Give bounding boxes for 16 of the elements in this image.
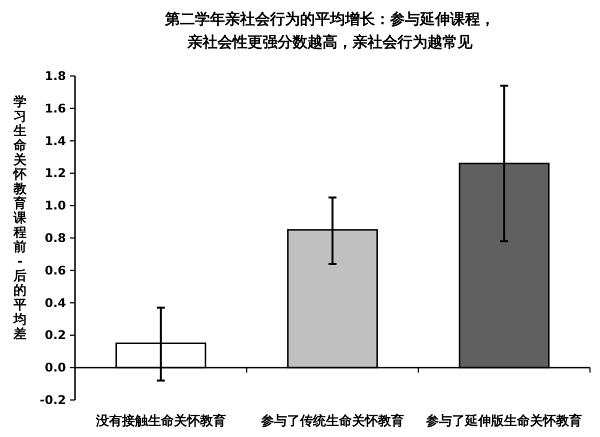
- x-tick-label: 参与了传统生命关怀教育: [260, 413, 404, 429]
- y-tick-label: 1.8: [44, 69, 66, 83]
- y-tick-label: -0.2: [40, 393, 66, 407]
- y-tick-label: 1.4: [44, 134, 66, 148]
- y-tick-label: 0.4: [44, 296, 66, 310]
- y-tick-label: 0.0: [44, 360, 66, 375]
- text: 学习生命关怀教育课程前 - 后的平均差: [14, 95, 26, 342]
- y-tick-label: 1.2: [44, 166, 66, 180]
- y-tick-label: 0.8: [44, 231, 66, 245]
- chart-title: 第二学年亲社会行为的平均增长：参与延伸课程，亲社会性更强分数越高，亲社会行为越常见: [164, 10, 495, 51]
- y-tick-label: 0.2: [44, 328, 66, 342]
- y-tick-label: 1.6: [44, 101, 66, 116]
- x-tick-label: 参与了延伸版生命关怀教育: [425, 413, 582, 429]
- y-tick-label: 0.6: [44, 263, 66, 278]
- x-tick-label: 没有接触生命关怀教育: [94, 413, 226, 429]
- y-tick-label: 1.0: [44, 198, 66, 213]
